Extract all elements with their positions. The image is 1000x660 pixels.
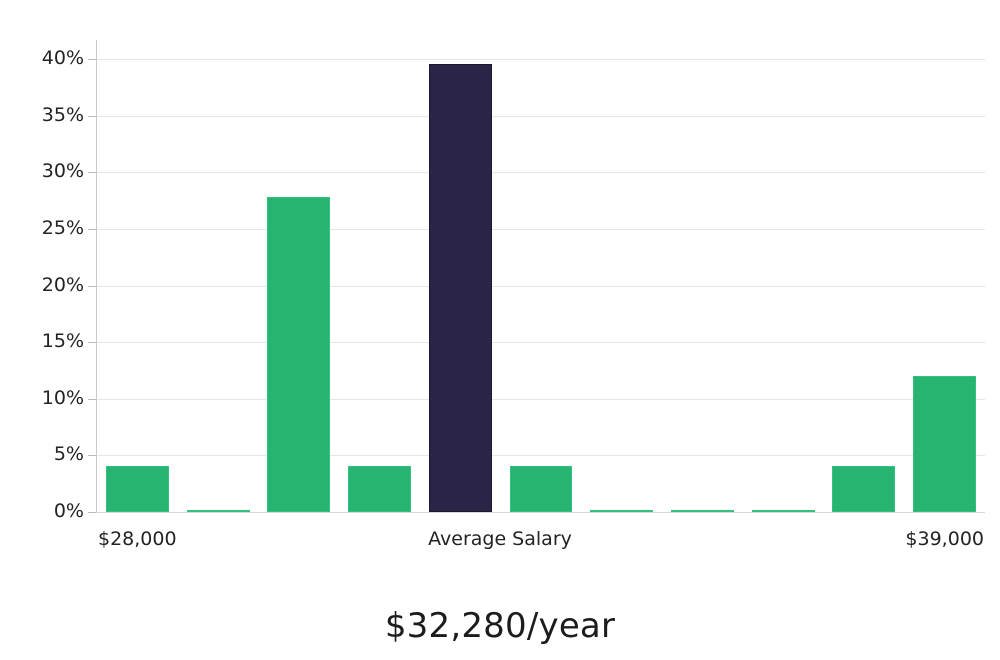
bar[interactable] xyxy=(105,465,169,512)
y-axis-tick-mark xyxy=(88,399,96,400)
y-axis-tick-label: 15% xyxy=(41,330,84,352)
y-axis-tick-mark xyxy=(88,512,96,513)
y-axis-tick-mark xyxy=(88,342,96,343)
average-salary-caption: $32,280/year xyxy=(384,606,616,646)
x-axis-label-right: $39,000 xyxy=(905,528,984,550)
y-axis-tick-mark xyxy=(88,455,96,456)
y-axis-tick-label: 0% xyxy=(53,500,84,522)
x-axis-label-center: Average Salary xyxy=(428,528,572,550)
y-axis-tick-label: 30% xyxy=(41,160,84,182)
plot-area xyxy=(97,59,985,512)
y-axis-tick-mark xyxy=(88,229,96,230)
gridline xyxy=(97,116,985,117)
bar[interactable] xyxy=(832,465,896,512)
y-axis-tick-label: 5% xyxy=(53,443,84,465)
y-axis-tick-label: 10% xyxy=(41,387,84,409)
bar-highlighted[interactable] xyxy=(428,63,492,512)
gridline xyxy=(97,59,985,60)
y-axis-tick-mark xyxy=(88,116,96,117)
bar[interactable] xyxy=(751,510,815,512)
y-axis-tick-label: 40% xyxy=(41,47,84,69)
gridline xyxy=(97,172,985,173)
y-axis-tick-mark xyxy=(88,172,96,173)
bar[interactable] xyxy=(267,197,331,512)
bar[interactable] xyxy=(348,465,411,512)
y-axis-tick-label: 35% xyxy=(41,104,84,126)
y-axis-tick-label: 20% xyxy=(41,274,84,296)
bar[interactable] xyxy=(590,510,654,512)
bar[interactable] xyxy=(670,510,734,512)
bar[interactable] xyxy=(913,376,977,512)
x-axis-label-left: $28,000 xyxy=(98,528,177,550)
y-axis-tick-mark xyxy=(88,286,96,287)
bar[interactable] xyxy=(509,465,573,512)
gridline xyxy=(97,286,985,287)
y-axis-tick-label: 25% xyxy=(41,217,84,239)
y-axis-tick-mark xyxy=(88,59,96,60)
y-axis-line xyxy=(96,40,97,513)
gridline xyxy=(97,512,985,513)
gridline xyxy=(97,399,985,400)
gridline xyxy=(97,229,985,230)
gridline xyxy=(97,342,985,343)
gridline xyxy=(97,455,985,456)
bar[interactable] xyxy=(186,510,250,512)
